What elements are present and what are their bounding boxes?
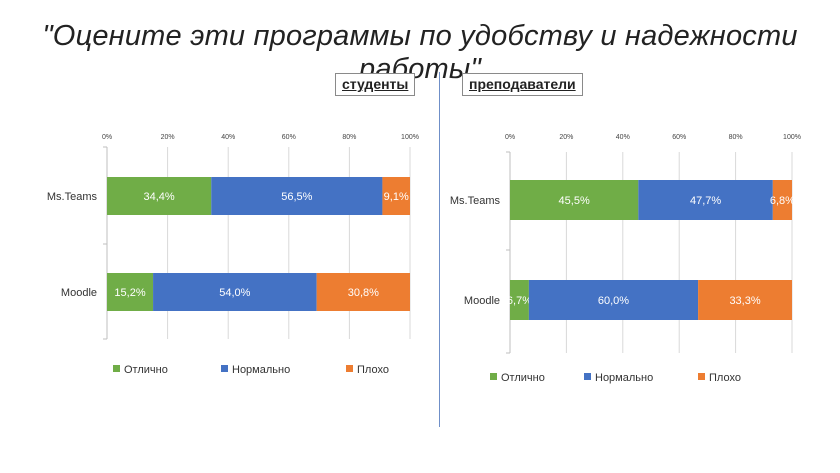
bar-students-msteams-excellent: [107, 177, 212, 215]
data-label-students: 9,1%: [384, 191, 409, 203]
x-tick-label-teachers: 40%: [616, 134, 630, 141]
x-tick-label-teachers: 20%: [559, 134, 573, 141]
legend-swatch-students: [221, 365, 228, 372]
bar-teachers-moodle-excellent: [510, 280, 529, 320]
x-tick-label-students: 40%: [221, 134, 235, 141]
data-label-students: 54,0%: [219, 287, 250, 299]
data-label-teachers: 47,7%: [690, 195, 721, 207]
bar-teachers-moodle-bad: [698, 280, 792, 320]
x-tick-label-teachers: 60%: [672, 134, 686, 141]
data-label-teachers: 60,0%: [598, 295, 629, 307]
legend-label-students: Нормально: [232, 364, 290, 376]
legend-swatch-teachers: [584, 373, 591, 380]
bar-students-msteams-normal: [211, 177, 383, 215]
data-label-teachers: 33,3%: [729, 295, 760, 307]
data-label-students: 56,5%: [281, 191, 312, 203]
bar-students-msteams-bad: [382, 177, 410, 215]
x-tick-label-students: 80%: [342, 134, 356, 141]
bar-students-moodle-excellent: [107, 273, 154, 311]
x-tick-label-students: 100%: [401, 134, 419, 141]
category-label-students: Ms.Teams: [47, 191, 98, 203]
legend-label-teachers: Отлично: [501, 372, 545, 384]
legend-swatch-students: [113, 365, 120, 372]
bar-teachers-msteams-normal: [638, 180, 773, 220]
x-tick-label-students: 0%: [102, 134, 112, 141]
chart-title-teachers: преподаватели: [462, 73, 583, 96]
legend-label-teachers: Плохо: [709, 372, 741, 384]
x-tick-label-students: 60%: [282, 134, 296, 141]
data-label-students: 34,4%: [144, 191, 175, 203]
category-label-teachers: Moodle: [464, 295, 500, 307]
data-label-teachers: 6,7%: [507, 295, 532, 307]
legend-swatch-teachers: [490, 373, 497, 380]
bar-teachers-moodle-normal: [528, 280, 699, 320]
page-title: "Оцените эти программы по удобству и над…: [42, 20, 798, 85]
legend-swatch-teachers: [698, 373, 705, 380]
legend-label-teachers: Нормально: [595, 372, 653, 384]
category-label-students: Moodle: [61, 287, 97, 299]
data-label-students: 15,2%: [114, 287, 145, 299]
legend-label-students: Отлично: [124, 364, 168, 376]
category-label-teachers: Ms.Teams: [450, 195, 501, 207]
chart-title-students: студенты: [335, 73, 416, 96]
x-tick-label-teachers: 0%: [505, 134, 515, 141]
bar-students-moodle-normal: [153, 273, 317, 311]
legend-label-students: Плохо: [357, 364, 389, 376]
bar-students-moodle-bad: [316, 273, 410, 311]
legend-swatch-students: [346, 365, 353, 372]
panel-divider: [439, 72, 440, 427]
data-label-teachers: 45,5%: [559, 195, 590, 207]
bar-teachers-msteams-excellent: [510, 180, 639, 220]
x-tick-label-teachers: 80%: [729, 134, 743, 141]
x-tick-label-teachers: 100%: [783, 134, 801, 141]
data-label-students: 30,8%: [348, 287, 379, 299]
x-tick-label-students: 20%: [161, 134, 175, 141]
bar-teachers-msteams-bad: [772, 180, 792, 220]
data-label-teachers: 6,8%: [770, 195, 795, 207]
